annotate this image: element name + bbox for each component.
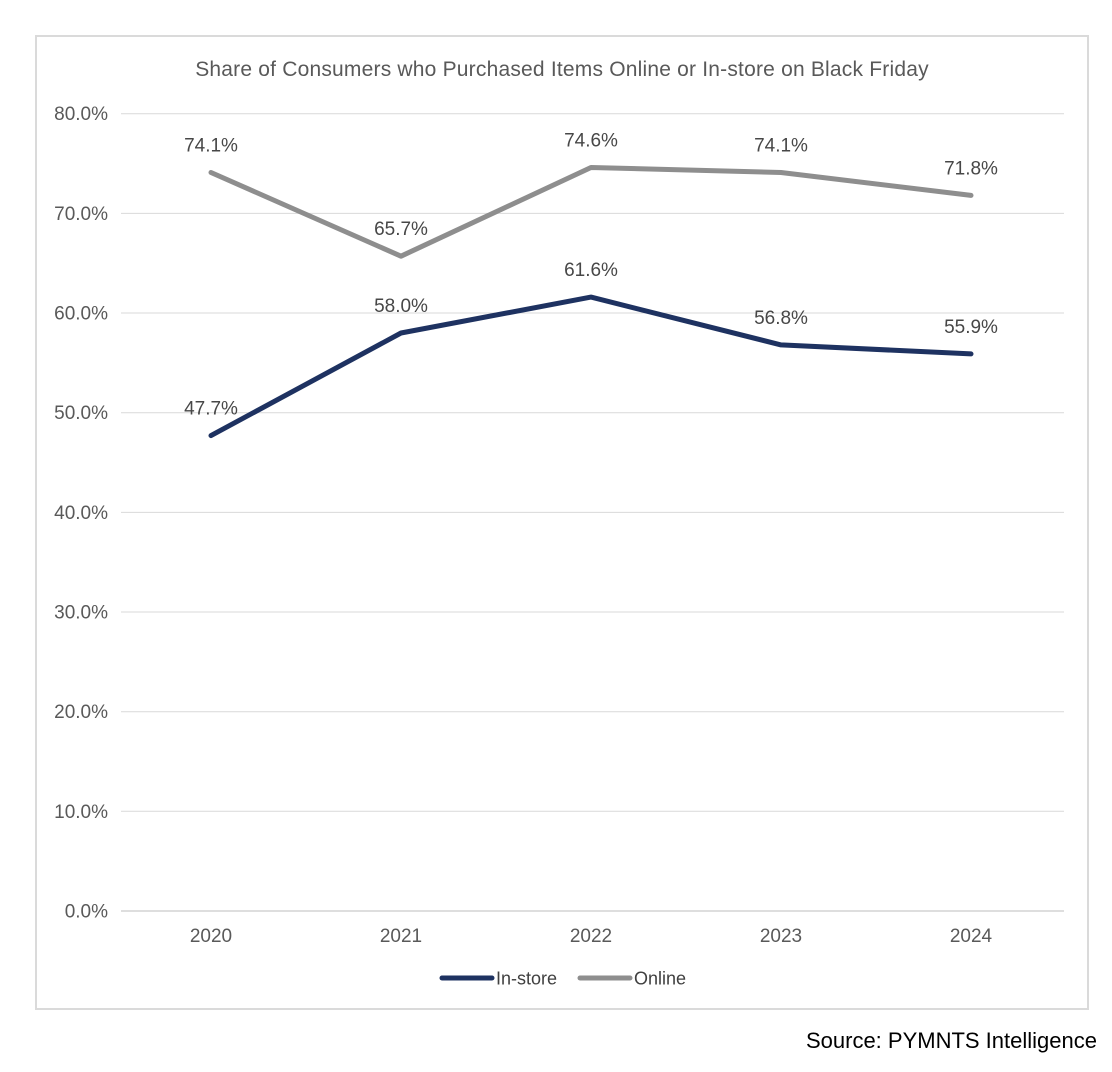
y-tick-label: 30.0% — [54, 603, 108, 624]
y-tick-label: 70.0% — [54, 204, 108, 225]
y-tick-label: 40.0% — [54, 503, 108, 524]
data-label-in-store-2022: 61.6% — [564, 260, 618, 281]
data-label-in-store-2024: 55.9% — [944, 317, 998, 338]
data-label-online-2020: 74.1% — [184, 136, 238, 157]
source-note: Source: PYMNTS Intelligence — [805, 1028, 1097, 1053]
data-label-online-2021: 65.7% — [374, 219, 428, 240]
legend-label-in-store: In-store — [496, 969, 557, 989]
x-tick-label: 2020 — [190, 926, 232, 947]
x-tick-label: 2023 — [760, 926, 802, 947]
y-tick-label: 60.0% — [54, 304, 108, 325]
series-line-in-store — [208, 294, 974, 439]
data-label-online-2022: 74.6% — [564, 131, 618, 152]
data-label-in-store-2023: 56.8% — [754, 308, 808, 329]
y-tick-label: 10.0% — [54, 802, 108, 823]
chart-card: Share of Consumers who Purchased Items O… — [35, 35, 1089, 1010]
data-label-in-store-2021: 58.0% — [374, 296, 428, 317]
series-line-online — [208, 165, 974, 259]
x-tick-label: 2024 — [950, 926, 993, 947]
line-chart: 0.0% 10.0% 20.0% 30.0% 40.0% 50.0% 60.0% 70.0% 8… — [54, 104, 1064, 989]
x-tick-label: 2021 — [380, 926, 422, 947]
legend-label-online: Online — [634, 969, 686, 989]
data-label-online-2023: 74.1% — [754, 136, 808, 157]
y-tick-label: 0.0% — [65, 902, 108, 923]
y-tick-label: 80.0% — [54, 104, 108, 125]
data-label-in-store-2020: 47.7% — [184, 399, 238, 420]
x-tick-label: 2022 — [570, 926, 612, 947]
data-label-online-2024: 71.8% — [944, 158, 998, 179]
chart-title: Share of Consumers who Purchased Items O… — [195, 58, 929, 81]
y-tick-label: 50.0% — [54, 403, 108, 424]
y-tick-label: 20.0% — [54, 702, 108, 723]
